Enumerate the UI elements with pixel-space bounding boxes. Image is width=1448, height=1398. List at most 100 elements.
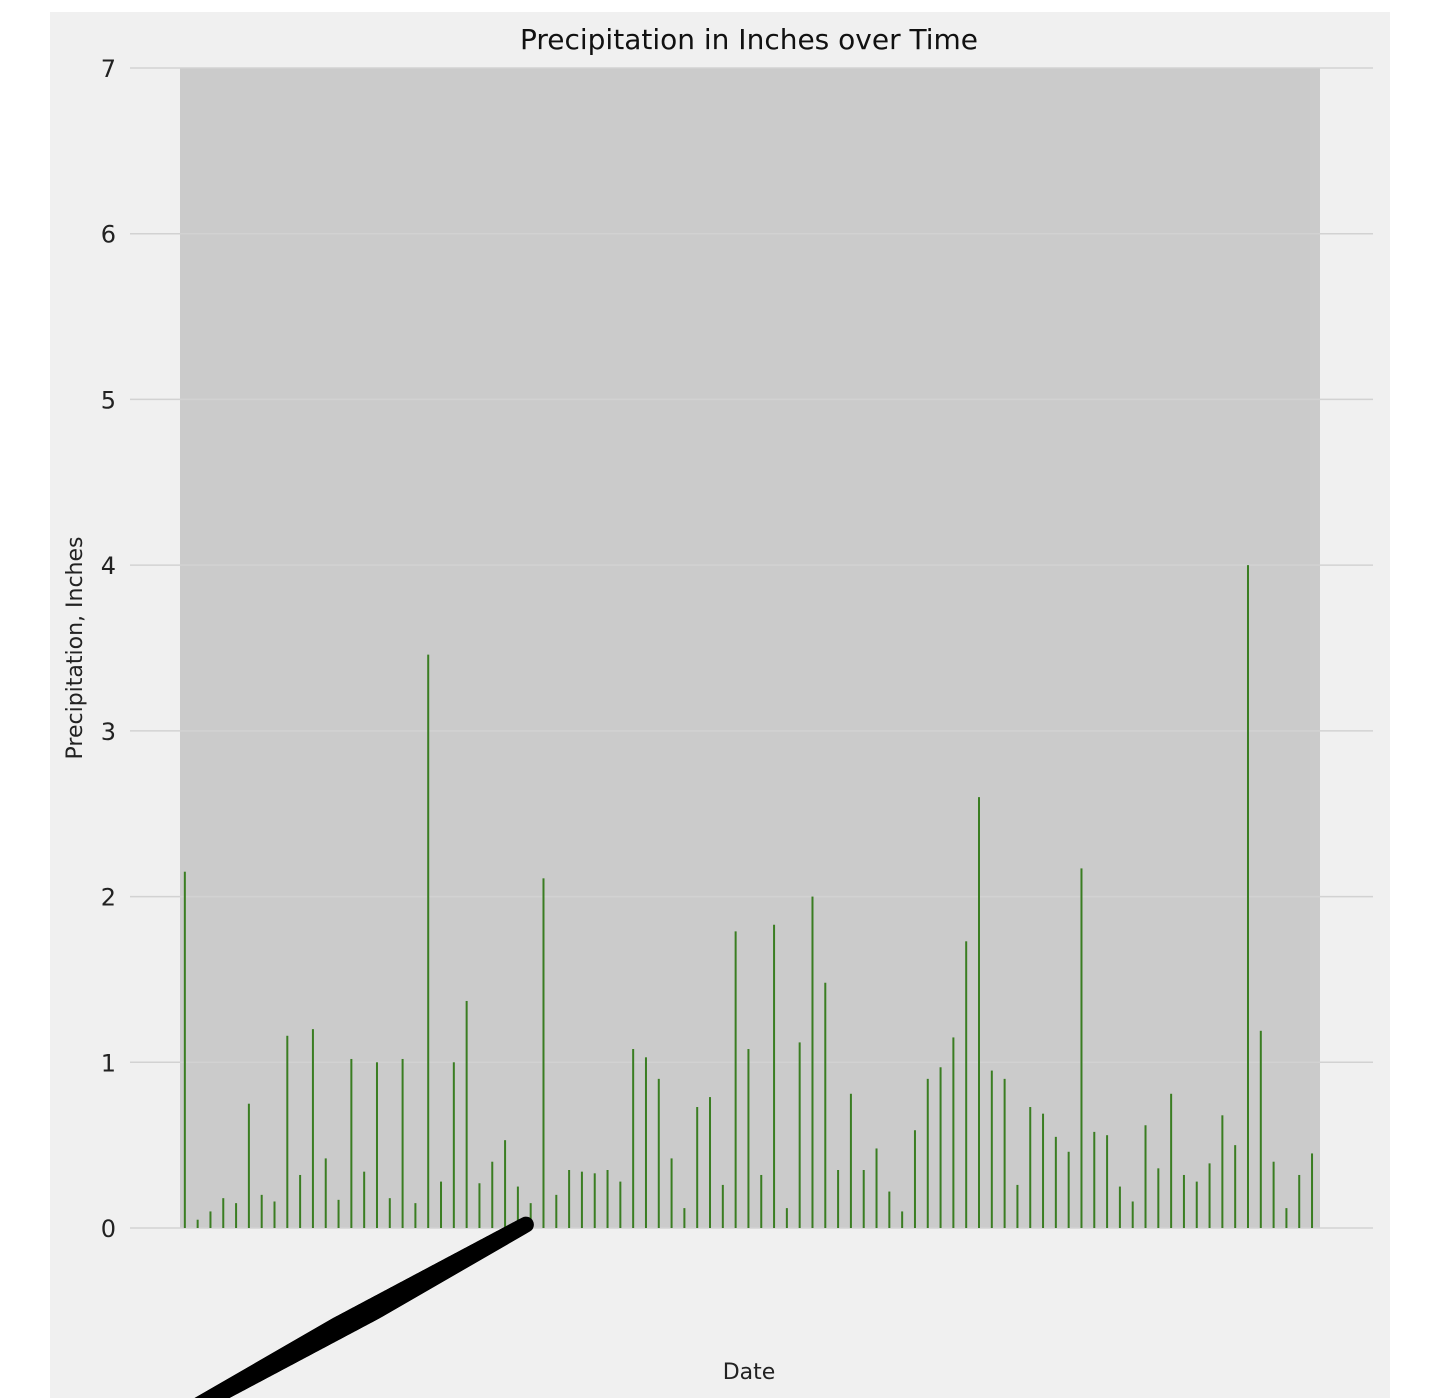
- bar: [1182, 1174, 1185, 1228]
- bar: [222, 1198, 225, 1228]
- bar: [529, 1203, 532, 1228]
- bar: [1054, 1136, 1057, 1228]
- bar: [1311, 1153, 1314, 1228]
- bar: [1067, 1151, 1070, 1228]
- x-axis-label: Date: [723, 1360, 776, 1385]
- y-tick-label: 1: [101, 1049, 116, 1077]
- bar: [657, 1078, 660, 1228]
- bar: [1234, 1145, 1237, 1228]
- bar: [747, 1049, 750, 1228]
- bar: [632, 1049, 635, 1228]
- bar: [683, 1208, 686, 1228]
- bar: [452, 1062, 455, 1228]
- bar: [1003, 1078, 1006, 1228]
- bar: [1272, 1161, 1275, 1228]
- y-tick-label: 3: [101, 718, 116, 746]
- bar: [696, 1107, 699, 1228]
- bar: [401, 1058, 404, 1228]
- x-tick-label-mark: [367, 1216, 534, 1320]
- bar: [363, 1171, 366, 1228]
- bar: [311, 1029, 314, 1228]
- bar: [414, 1203, 417, 1228]
- bar: [1016, 1184, 1019, 1228]
- bar: [183, 871, 186, 1228]
- bar: [901, 1211, 904, 1228]
- bar: [862, 1170, 865, 1228]
- y-tick-label: 2: [101, 884, 116, 912]
- y-tick-label: 6: [101, 221, 116, 249]
- bar: [375, 1062, 378, 1228]
- bar: [849, 1093, 852, 1228]
- bar: [440, 1181, 443, 1228]
- bar: [619, 1181, 622, 1228]
- bar: [1298, 1174, 1301, 1228]
- bar: [913, 1130, 916, 1228]
- bar: [875, 1148, 878, 1228]
- gridlines: [130, 67, 1373, 1229]
- bar: [542, 878, 545, 1228]
- y-axis-ticks: 0 1 2 3 4 5 6 7: [101, 55, 116, 1243]
- bar: [209, 1211, 212, 1228]
- bar: [1080, 868, 1083, 1228]
- bar: [555, 1194, 558, 1228]
- bar: [785, 1208, 788, 1228]
- bar: [580, 1171, 583, 1228]
- bar: [926, 1078, 929, 1228]
- bar: [1259, 1030, 1262, 1228]
- x-axis-tick-labels: [178, 1216, 534, 1398]
- y-tick-label: 5: [101, 386, 116, 414]
- bar: [1029, 1107, 1032, 1228]
- bar: [593, 1173, 596, 1228]
- bar: [978, 797, 980, 1228]
- bar: [1157, 1168, 1160, 1228]
- bar: [1144, 1125, 1147, 1228]
- bar: [427, 654, 430, 1228]
- bar: [1246, 565, 1249, 1228]
- chart-title: Precipitation in Inches over Time: [520, 23, 978, 56]
- bar: [709, 1097, 712, 1228]
- bars: [183, 565, 1314, 1228]
- bar: [965, 941, 968, 1228]
- bar: [478, 1183, 481, 1228]
- bar: [888, 1191, 891, 1228]
- plot-area: [180, 68, 1320, 1228]
- precipitation-bar-chart: 0 1 2 3 4 5 6 7 Precipitation in Inches over Ti…: [63, 23, 1373, 1398]
- bar: [196, 1219, 199, 1228]
- bar: [939, 1067, 942, 1228]
- bar: [1093, 1131, 1096, 1228]
- bar: [1208, 1163, 1211, 1228]
- bar: [1221, 1115, 1224, 1228]
- bar: [1195, 1181, 1198, 1228]
- bar: [811, 896, 814, 1228]
- bar: [504, 1140, 507, 1228]
- bar: [670, 1158, 673, 1228]
- bar: [798, 1042, 801, 1228]
- bar: [734, 931, 737, 1228]
- bar: [1170, 1093, 1173, 1228]
- bar: [388, 1198, 391, 1228]
- bar: [824, 982, 827, 1228]
- bar: [516, 1186, 519, 1228]
- y-tick-label: 0: [101, 1215, 116, 1243]
- bar: [286, 1035, 289, 1228]
- bar: [837, 1170, 840, 1228]
- bar: [1042, 1113, 1045, 1228]
- bar: [644, 1057, 647, 1228]
- bar: [235, 1203, 238, 1228]
- y-tick-label: 7: [101, 55, 116, 83]
- bar: [350, 1058, 353, 1228]
- bar: [324, 1158, 327, 1228]
- bar: [990, 1070, 993, 1228]
- bar: [760, 1174, 763, 1228]
- y-tick-label: 4: [101, 552, 116, 580]
- bar: [273, 1201, 276, 1228]
- bar: [606, 1170, 609, 1228]
- chart-figure: 0 1 2 3 4 5 6 7 Precipitation in Inches over Ti…: [50, 12, 1390, 1398]
- bar: [1106, 1135, 1109, 1228]
- bar: [337, 1199, 340, 1228]
- bar: [299, 1174, 302, 1228]
- bar: [721, 1184, 724, 1228]
- bar: [773, 924, 776, 1228]
- bar: [1118, 1186, 1121, 1228]
- bar: [491, 1161, 494, 1228]
